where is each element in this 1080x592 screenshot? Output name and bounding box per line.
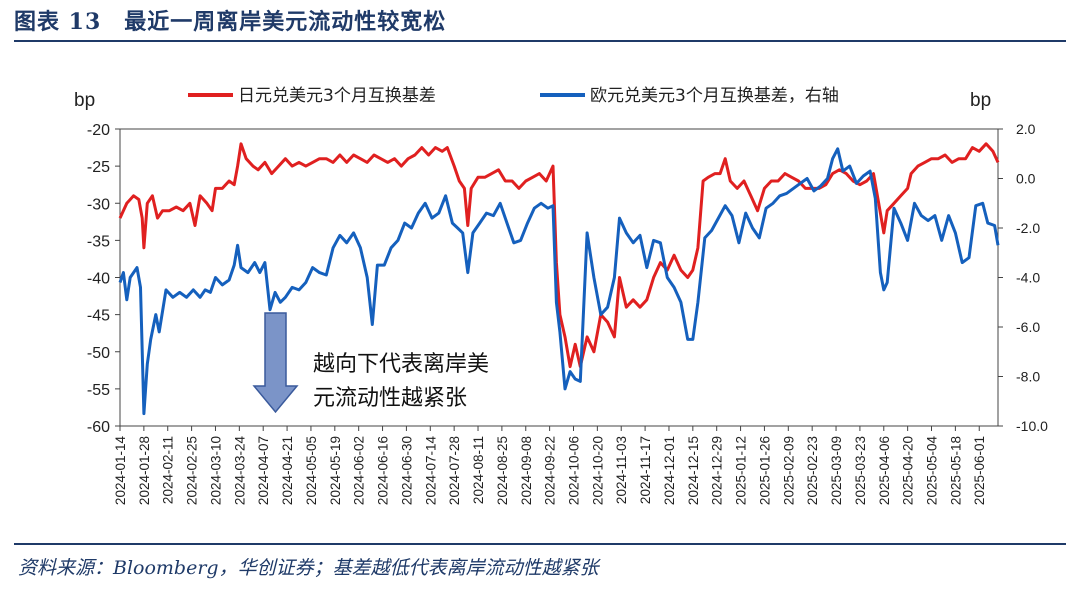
x-tick-label: 2025-05-04: [925, 436, 940, 506]
right-tick-label: -10.0: [1016, 418, 1048, 434]
left-tick-label: -40: [87, 271, 110, 288]
x-tick-label: 2024-08-25: [495, 436, 510, 505]
x-tick-label: 2024-12-29: [710, 436, 725, 505]
x-tick-label: 2024-06-02: [352, 436, 367, 505]
x-tick-label: 2025-02-23: [805, 436, 820, 505]
right-axis-label: bp: [970, 90, 991, 111]
x-tick-label: 2024-10-20: [590, 436, 605, 505]
x-tick-label: 2024-06-16: [376, 436, 391, 505]
left-tick-label: -50: [87, 345, 110, 362]
x-tick-label: 2025-03-23: [853, 436, 868, 505]
title-rule: [14, 40, 1066, 42]
annotation-line-1: 越向下代表离岸美: [313, 352, 489, 377]
left-axis: -20 -25 -30 -35 -40 -45 -50 -55 -60: [87, 122, 120, 436]
x-tick-label: 2024-03-24: [232, 436, 247, 506]
right-axis: 2.0 0.0 -2.0 -4.0 -6.0 -8.0 -10.0: [998, 121, 1048, 434]
left-axis-label: bp: [74, 90, 95, 111]
x-tick-label: 2024-10-06: [566, 436, 581, 505]
x-tick-label: 2024-11-17: [638, 436, 653, 504]
right-tick-label: 0.0: [1016, 171, 1036, 187]
series-layer: [118, 142, 1000, 416]
series-line-eur-basis: [118, 147, 1000, 416]
x-tick-label: 2024-01-28: [137, 436, 152, 505]
left-tick-label: -60: [87, 419, 110, 436]
right-tick-label: 2.0: [1016, 121, 1036, 137]
x-axis: 2024-01-14 2024-01-28 2024-02-11 2024-02-25…: [113, 426, 987, 505]
legend: 日元兑美元3个月互换基差 欧元兑美元3个月互换基差，右轴: [188, 86, 839, 106]
right-tick-label: -4.0: [1016, 270, 1040, 286]
x-tick-label: 2024-05-05: [304, 436, 319, 505]
series-line-jpy-basis: [118, 142, 1000, 369]
x-tick-label: 2025-01-12: [734, 436, 749, 505]
chart: -20 -25 -30 -35 -40 -45 -50 -55 -60 2.0 0.0 -2.0 -4…: [74, 86, 1048, 505]
x-tick-label: 2024-07-14: [423, 436, 438, 506]
x-tick-label: 2024-01-14: [113, 436, 128, 506]
x-tick-label: 2024-11-03: [614, 436, 629, 504]
left-tick-label: -35: [87, 233, 110, 250]
x-tick-label: 2025-02-09: [781, 436, 796, 505]
x-tick-label: 2024-03-10: [208, 436, 223, 505]
left-tick-label: -25: [87, 159, 110, 176]
x-tick-label: 2024-02-25: [185, 436, 200, 505]
x-tick-label: 2025-04-20: [901, 436, 916, 505]
x-tick-label: 2024-05-19: [328, 436, 343, 505]
x-tick-label: 2025-06-01: [972, 436, 987, 505]
legend-label-jpy: 日元兑美元3个月互换基差: [238, 86, 436, 106]
x-tick-label: 2024-06-30: [399, 436, 414, 505]
right-tick-label: -2.0: [1016, 220, 1040, 236]
x-tick-label: 2024-02-11: [161, 436, 176, 504]
left-tick-label: -30: [87, 196, 110, 213]
left-tick-label: -45: [87, 308, 110, 325]
x-tick-label: 2025-05-18: [948, 436, 963, 505]
x-tick-label: 2024-08-11: [471, 436, 486, 504]
x-tick-label: 2024-12-01: [662, 436, 677, 505]
x-tick-label: 2025-04-06: [877, 436, 892, 505]
x-tick-label: 2024-12-15: [686, 436, 701, 505]
source-note: 资料来源：Bloomberg，华创证券；基差越低代表离岸流动性越紧张: [18, 557, 599, 579]
x-tick-label: 2024-04-07: [256, 436, 271, 505]
left-tick-label: -20: [87, 122, 110, 139]
x-tick-label: 2025-01-26: [757, 436, 772, 505]
x-tick-label: 2025-03-09: [829, 436, 844, 505]
x-tick-label: 2024-09-08: [519, 436, 534, 505]
x-tick-label: 2024-04-21: [280, 436, 295, 505]
left-tick-label: -55: [87, 382, 110, 399]
annotation: 越向下代表离岸美 元流动性越紧张: [252, 312, 489, 414]
x-tick-label: 2024-09-22: [543, 436, 558, 505]
figure-title: 图表 13 最近一周离岸美元流动性较宽松: [14, 9, 447, 35]
right-tick-label: -8.0: [1016, 369, 1040, 385]
right-tick-label: -6.0: [1016, 319, 1040, 335]
source-rule: [14, 543, 1066, 545]
down-arrow: [252, 312, 299, 414]
x-tick-label: 2024-07-28: [447, 436, 462, 505]
annotation-line-2: 元流动性越紧张: [313, 386, 467, 411]
legend-label-eur: 欧元兑美元3个月互换基差，右轴: [590, 86, 839, 106]
